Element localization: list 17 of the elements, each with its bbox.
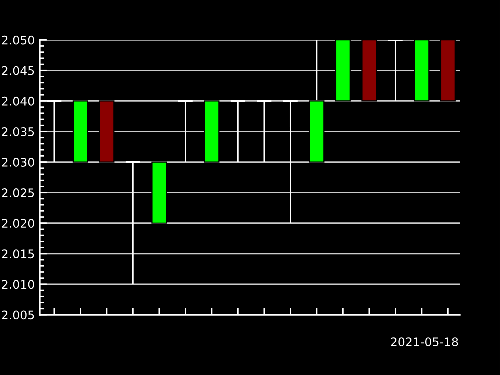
candlestick [178, 100, 194, 163]
text: 2021-05-18 [391, 338, 458, 347]
candlestick [388, 40, 404, 102]
y-tick-label: 2.005 [2, 310, 34, 320]
y-tick-label: 2.050 [2, 36, 34, 45]
candlestick [282, 100, 299, 224]
y-tick-label: 2.030 [2, 158, 34, 167]
y-tick-label: 2.035 [2, 127, 34, 136]
y-tick-label: 2.015 [2, 250, 34, 259]
candlestick [125, 161, 142, 286]
y-tick-label: 2.045 [2, 66, 34, 76]
y-tick-label: 2.025 [2, 188, 34, 198]
y-tick-label: 2.010 [2, 280, 34, 290]
candlestick [256, 100, 272, 163]
y-tick-label: 2.020 [2, 219, 34, 228]
y-tick-label: 2.040 [2, 96, 34, 106]
candlestick [230, 100, 246, 163]
